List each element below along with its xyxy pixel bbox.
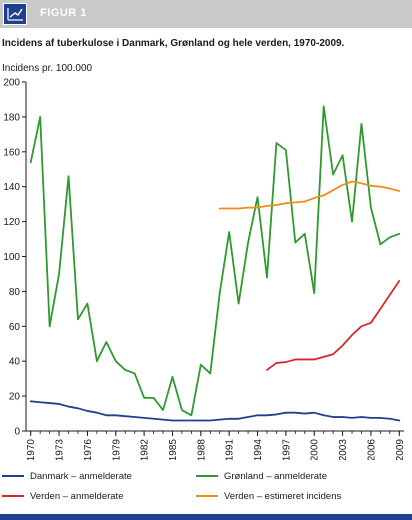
x-tick-label: 1976 <box>83 439 94 460</box>
figure-header-bar: FIGUR 1 <box>0 0 412 28</box>
x-tick-label: 1994 <box>253 439 264 460</box>
x-tick-label: 2000 <box>310 439 321 460</box>
y-tick-label: 180 <box>3 112 20 123</box>
chart-line-icon <box>3 3 27 25</box>
x-tick-label: 2009 <box>395 439 406 460</box>
x-tick-label: 1997 <box>281 439 292 460</box>
legend-swatch <box>2 475 24 477</box>
x-tick-label: 1988 <box>196 439 207 460</box>
chart-legend: Danmark – anmelderate Grønland – anmelde… <box>0 460 412 508</box>
legend-label: Verden – anmelderate <box>30 490 124 502</box>
y-tick-label: 160 <box>3 147 20 158</box>
x-tick-label: 1982 <box>140 439 151 460</box>
line-chart: 0 20 40 60 80 100 120 140 160 180 200 1970 1973 1976 1… <box>3 78 406 461</box>
x-tick-label: 1973 <box>55 439 66 460</box>
x-tick-label: 1991 <box>225 439 236 460</box>
x-tick-label: 2003 <box>338 439 349 460</box>
y-tick-label: 200 <box>3 78 20 89</box>
legend-label: Grønland – anmelderate <box>224 470 327 482</box>
x-tick-label: 1970 <box>26 439 37 460</box>
legend-item-verden-estimeret: Verden – estimeret incidens <box>196 489 341 503</box>
series-line-3 <box>218 180 401 210</box>
y-tick-label: 140 <box>3 182 20 193</box>
figure-label: FIGUR 1 <box>40 7 87 19</box>
y-tick-label: 120 <box>3 217 20 228</box>
chart-title: Incidens af tuberkulose i Danmark, Grønl… <box>2 38 345 49</box>
y-tick-label: 100 <box>3 252 20 263</box>
x-tick-label: 1985 <box>168 439 179 460</box>
legend-item-verden-anmelderate: Verden – anmelderate <box>2 489 123 503</box>
y-tick-label: 40 <box>9 357 21 368</box>
y-tick-label: 0 <box>14 427 20 438</box>
series-line-1 <box>29 105 401 417</box>
series-line-0 <box>29 400 401 422</box>
x-tick-label: 2006 <box>366 439 377 460</box>
legend-label: Verden – estimeret incidens <box>224 490 342 502</box>
legend-label: Danmark – anmelderate <box>30 470 132 482</box>
series-line-2 <box>266 280 401 371</box>
footer-bar <box>0 514 412 520</box>
y-axis-label: Incidens pr. 100.000 <box>2 63 93 74</box>
legend-item-danmark: Danmark – anmelderate <box>2 469 132 483</box>
y-tick-label: 80 <box>9 287 21 298</box>
y-tick-label: 60 <box>9 322 21 333</box>
legend-item-groenland: Grønland – anmelderate <box>196 469 327 483</box>
legend-swatch <box>2 495 24 497</box>
x-tick-label: 1979 <box>111 439 122 460</box>
legend-swatch <box>196 495 218 497</box>
legend-swatch <box>196 475 218 477</box>
y-tick-label: 20 <box>9 392 21 403</box>
